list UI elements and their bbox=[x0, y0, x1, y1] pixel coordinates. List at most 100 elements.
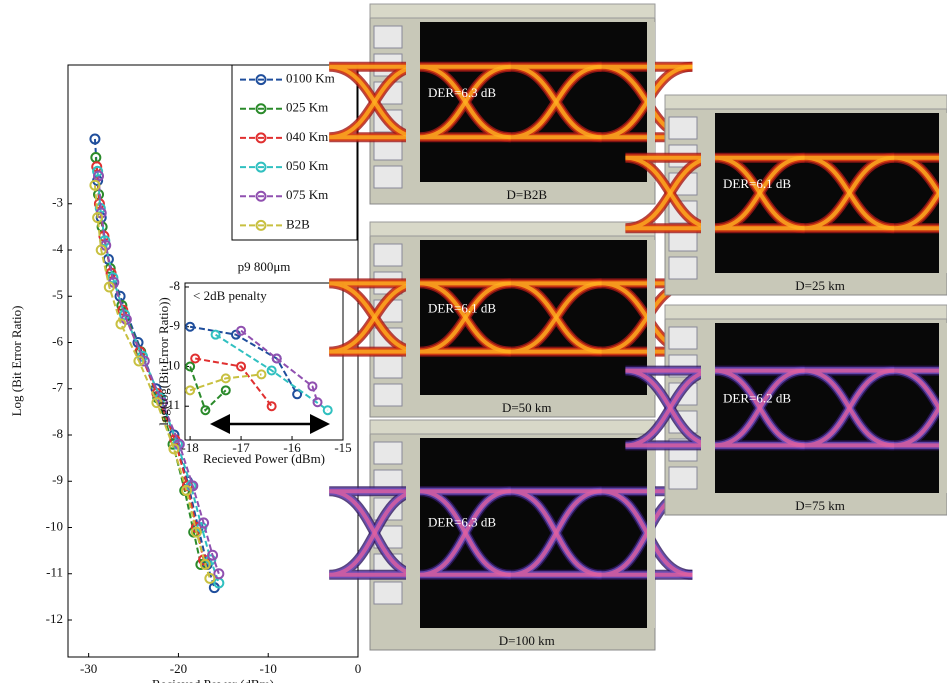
screen-mask-l bbox=[406, 240, 420, 395]
y-tick-label: -10 bbox=[46, 518, 63, 533]
y-tick-label: -9 bbox=[169, 318, 180, 333]
y-tick-label: -5 bbox=[52, 287, 63, 302]
menu-bar bbox=[369, 419, 656, 435]
data-point bbox=[312, 397, 323, 408]
legend-marker bbox=[255, 132, 267, 144]
data-point bbox=[103, 281, 115, 293]
chart-title: p9 800μm bbox=[238, 259, 291, 274]
der-label: DER=6.2 dB bbox=[723, 390, 791, 405]
eye-screenshot: DER=6.1 dB D=25 km bbox=[624, 94, 947, 296]
distance-label: D=25 km bbox=[795, 278, 845, 293]
distance-label: D=100 km bbox=[499, 633, 555, 648]
data-point bbox=[271, 353, 282, 364]
data-point bbox=[236, 361, 247, 372]
data-point bbox=[181, 485, 193, 496]
legend-label: B2B bbox=[286, 216, 310, 231]
y-tick-label: -7 bbox=[52, 380, 63, 395]
der-label: DER=6.1 dB bbox=[723, 176, 791, 191]
y-tick-label: -10 bbox=[163, 357, 180, 372]
eye-screenshot: DER=6.1 dB D=50 km bbox=[328, 221, 693, 418]
data-point bbox=[92, 165, 104, 177]
legend-marker bbox=[255, 103, 267, 115]
scope-screen bbox=[715, 323, 939, 493]
x-axis-label: Recieved Power (dBm) bbox=[203, 451, 325, 466]
x-axis-label: Recieved Power (dBm) bbox=[152, 677, 274, 683]
data-point bbox=[207, 549, 219, 561]
data-point bbox=[89, 133, 101, 145]
legend bbox=[231, 64, 358, 241]
data-point bbox=[204, 572, 216, 584]
eye-screenshot: DER=6.2 dB D=75 km bbox=[624, 304, 947, 516]
data-point bbox=[198, 517, 210, 529]
y-axis-label: Log (Bit Error Ratio) bbox=[9, 306, 24, 417]
legend-label: 0100 Km bbox=[286, 71, 335, 86]
screen-mask-l bbox=[701, 323, 715, 493]
side-button bbox=[373, 383, 403, 407]
menu-bar bbox=[664, 94, 947, 110]
menu-bar bbox=[369, 221, 656, 237]
legend-label: 050 Km bbox=[286, 158, 328, 173]
data-point bbox=[89, 179, 101, 191]
data-point bbox=[199, 559, 211, 570]
x-tick-label: -20 bbox=[170, 661, 187, 676]
data-point bbox=[107, 272, 119, 284]
y-tick-label: -8 bbox=[169, 278, 180, 293]
annotation: < 2dB penalty bbox=[193, 288, 267, 303]
data-point bbox=[151, 397, 163, 409]
y-tick-label: -9 bbox=[52, 472, 63, 487]
legend-marker bbox=[255, 74, 267, 86]
distance-label: D=75 km bbox=[795, 498, 845, 513]
der-label: DER=6.3 dB bbox=[428, 514, 496, 529]
series-line bbox=[195, 357, 273, 407]
side-button bbox=[373, 25, 403, 49]
y-tick-label: -11 bbox=[46, 565, 63, 580]
data-point bbox=[210, 329, 221, 340]
x-tick-label: -10 bbox=[260, 661, 277, 676]
data-point bbox=[185, 361, 196, 372]
x-tick-label: -30 bbox=[80, 661, 97, 676]
data-point bbox=[133, 355, 145, 367]
legend-label: 025 Km bbox=[286, 100, 328, 115]
scope-screen bbox=[420, 438, 647, 628]
der-label: DER=6.1 dB bbox=[428, 301, 496, 316]
series-line bbox=[189, 366, 227, 413]
data-point bbox=[92, 212, 104, 224]
screen-mask-r bbox=[647, 22, 655, 182]
x-tick-label: 0 bbox=[355, 661, 362, 676]
der-label: DER=6.3 dB bbox=[428, 85, 496, 100]
side-button bbox=[373, 441, 403, 465]
data-point bbox=[95, 244, 107, 256]
plot-area bbox=[184, 282, 344, 441]
scope-screen bbox=[420, 240, 647, 395]
data-point bbox=[200, 405, 211, 416]
data-point bbox=[292, 389, 303, 400]
data-point bbox=[220, 385, 231, 396]
screen-mask-r bbox=[647, 240, 655, 395]
y-tick-label: -8 bbox=[52, 426, 63, 441]
y-tick-label: -6 bbox=[52, 333, 63, 348]
screen-mask-r bbox=[939, 323, 947, 493]
side-button bbox=[373, 581, 403, 605]
series-line bbox=[240, 329, 319, 403]
side-button bbox=[668, 326, 698, 350]
screen-mask-r bbox=[939, 113, 947, 273]
screen-mask-l bbox=[406, 22, 420, 182]
legend-marker bbox=[255, 219, 267, 231]
data-point bbox=[256, 369, 267, 380]
side-button bbox=[373, 165, 403, 189]
y-axis-label: log(log(Bit Error Ratio)) bbox=[156, 297, 171, 426]
data-point bbox=[93, 170, 105, 182]
eye-screenshot: DER=6.3 dB D=100 km bbox=[328, 419, 693, 651]
eye-screenshot: DER=6.3 dB D=B2B bbox=[328, 3, 693, 205]
legend-label: 040 Km bbox=[286, 129, 328, 144]
y-tick-label: -12 bbox=[46, 611, 63, 626]
data-point bbox=[190, 353, 201, 364]
menu-bar bbox=[369, 3, 656, 19]
data-point bbox=[168, 443, 180, 455]
data-point bbox=[185, 321, 196, 332]
legend-marker bbox=[255, 161, 267, 173]
data-point bbox=[220, 373, 231, 384]
screen-mask-l bbox=[406, 438, 420, 628]
distance-label: D=B2B bbox=[506, 187, 547, 202]
